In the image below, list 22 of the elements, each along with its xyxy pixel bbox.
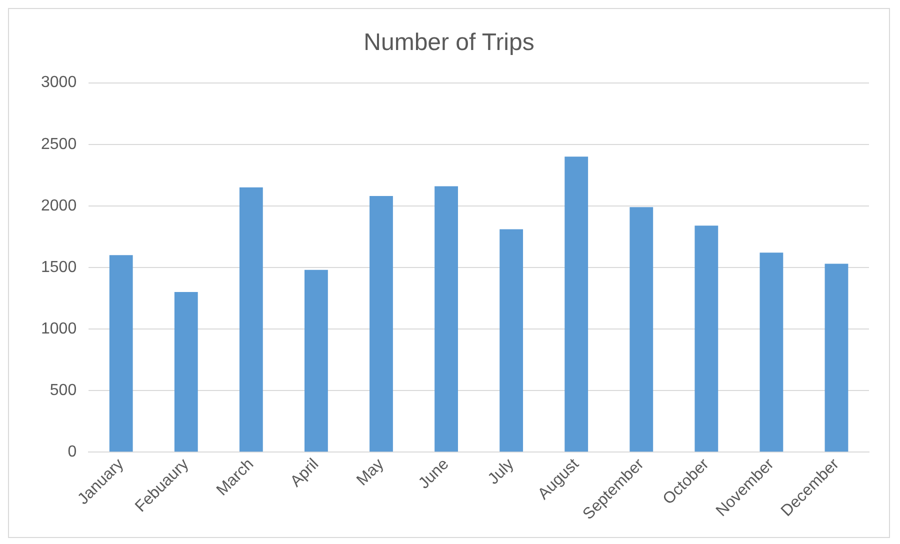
- x-tick-label: July: [485, 456, 518, 488]
- y-tick-label: 2500: [41, 136, 77, 153]
- bar: [564, 156, 588, 452]
- bar: [694, 226, 718, 452]
- bar: [760, 252, 784, 452]
- y-tick-label: 1000: [41, 320, 77, 338]
- bar: [500, 229, 524, 452]
- bar: [239, 187, 263, 452]
- bar: [630, 207, 654, 452]
- bar: [434, 186, 458, 452]
- bar: [174, 292, 198, 452]
- y-tick-label: 500: [50, 382, 77, 399]
- bar: [304, 270, 328, 452]
- y-tick-label: 2000: [41, 197, 77, 214]
- y-tick-label: 1500: [41, 258, 77, 276]
- x-tick-label: May: [354, 456, 388, 490]
- chart-title: Number of Trips: [364, 29, 534, 56]
- bar: [824, 264, 848, 452]
- bar: [109, 255, 133, 452]
- y-tick-label: 3000: [41, 74, 77, 92]
- y-tick-label: 0: [68, 443, 77, 460]
- bar: [370, 196, 393, 452]
